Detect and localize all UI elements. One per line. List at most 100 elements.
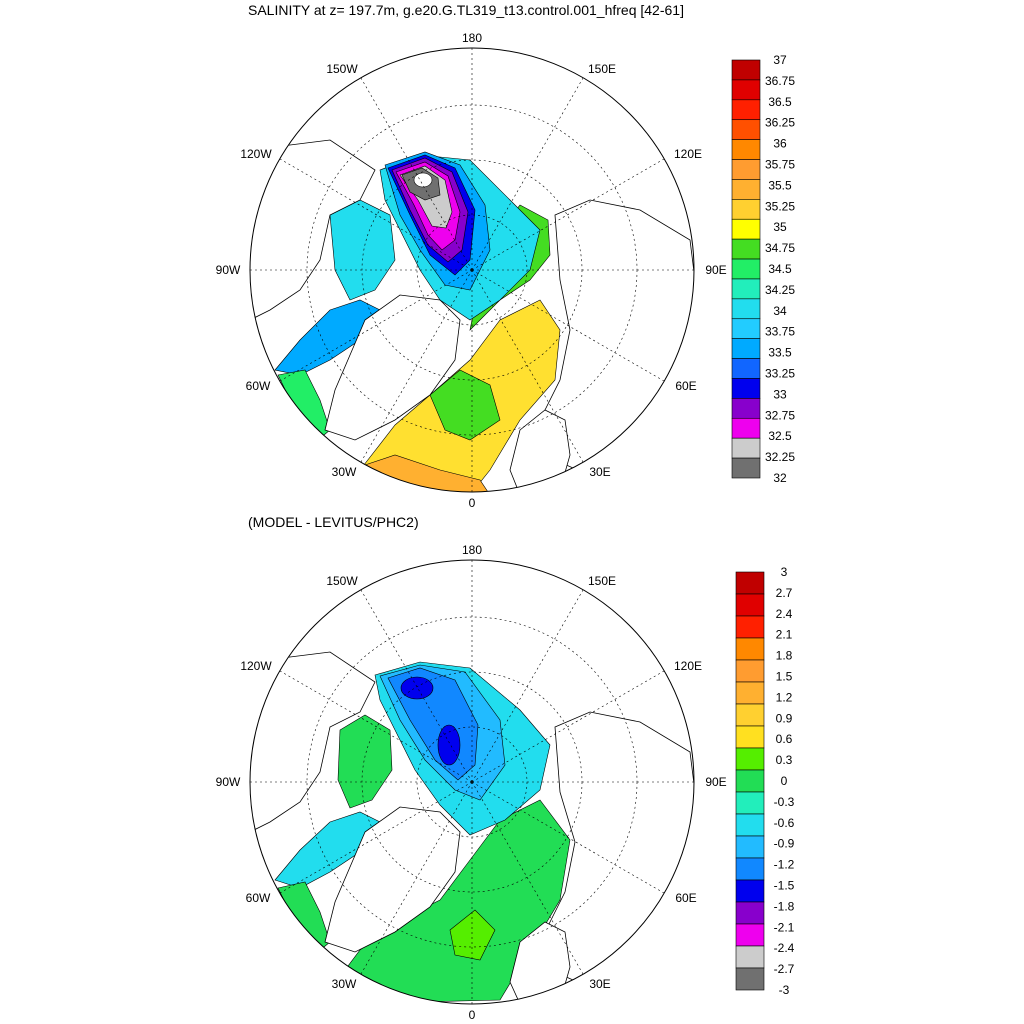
colorbar-label: -2.1 (774, 920, 795, 934)
colorbar-label: 0.9 (776, 711, 793, 725)
baffin-green-region (337, 714, 393, 809)
colorbar-label: 36 (773, 137, 787, 151)
colorbar-label: 33.5 (768, 346, 792, 360)
colorbar-swatch (731, 398, 761, 419)
colorbar-label: 0 (781, 774, 788, 788)
colorbar-swatch (735, 681, 765, 705)
salinity-colorbar: 37 36.75 36.5 36.25 36 35.75 35.5 35.25 35 34.75 3… (731, 53, 795, 485)
lon-label-60e: 60E (675, 379, 696, 393)
colorbar-swatch (735, 857, 765, 881)
colorbar-swatch (735, 703, 765, 727)
colorbar-label: 0.3 (776, 753, 793, 767)
colorbar-swatch (731, 278, 761, 300)
difference-colorbar: 3 2.7 2.4 2.1 1.8 1.5 1.2 0.9 0.6 0.3 0 -0.3 -0.6 -0.… (735, 565, 795, 997)
colorbar-swatch (735, 769, 765, 793)
colorbar-label: 36.5 (768, 95, 792, 109)
colorbar-swatch (731, 179, 761, 200)
arctic-deepblue-core-1 (400, 676, 434, 700)
colorbar-label: 33.75 (765, 325, 795, 339)
lon-label-90e: 90E (705, 263, 726, 277)
colorbar-label: 35.75 (765, 158, 795, 172)
lon-label-30e: 30E (589, 465, 610, 479)
colorbar-label: 1.2 (776, 690, 793, 704)
baffin-cyan-region (329, 199, 396, 301)
colorbar-label: 0.6 (776, 732, 793, 746)
lon-label-120w-b: 120W (240, 659, 272, 673)
colorbar-label: 32.5 (768, 429, 792, 443)
colorbar-label: 2.7 (776, 586, 793, 600)
colorbar-swatch (731, 199, 761, 220)
lon-label-0-b: 0 (469, 1008, 476, 1022)
colorbar-label: 36.75 (765, 74, 795, 88)
colorbar-label: -3 (779, 983, 790, 997)
colorbar-swatch (731, 99, 761, 121)
lon-label-150e: 150E (588, 62, 616, 76)
lon-label-150w: 150W (326, 62, 358, 76)
colorbar-label: -1.5 (774, 879, 795, 893)
colorbar-label: 1.8 (776, 649, 793, 663)
colorbar-label: 32 (773, 471, 787, 485)
colorbar-swatch (731, 139, 761, 160)
colorbar-label: 32.75 (765, 408, 795, 422)
colorbar-swatch (735, 615, 765, 639)
salinity-map: 180 150E 120E 90E 60E 30E 0 30W 60W 90W … (216, 31, 796, 510)
lon-label-60w: 60W (246, 379, 271, 393)
colorbar-swatch (731, 218, 761, 240)
colorbar-swatch (735, 747, 765, 771)
norwegian-lightgreen-region (449, 909, 496, 961)
colorbar-label: 34.5 (768, 262, 792, 276)
colorbar-label: 36.25 (765, 116, 795, 130)
lon-label-90w: 90W (216, 263, 241, 277)
colorbar-swatch (735, 901, 765, 925)
colorbar-swatch (731, 238, 761, 260)
colorbar-swatch (731, 59, 761, 81)
lon-label-150e-b: 150E (588, 574, 616, 588)
lon-label-30e-b: 30E (589, 977, 610, 991)
colorbar-swatch (735, 879, 765, 903)
colorbar-swatch (731, 258, 761, 280)
colorbar-label: -0.6 (774, 816, 795, 830)
colorbar-label: 2.1 (776, 628, 793, 642)
colorbar-label: -2.4 (774, 941, 795, 955)
colorbar-label: 37 (773, 53, 787, 67)
panel-2-title: (MODEL - LEVITUS/PHC2) (248, 514, 419, 530)
colorbar-label: 32.25 (765, 450, 795, 464)
colorbar-swatch (735, 659, 765, 683)
lon-label-0: 0 (469, 496, 476, 510)
colorbar-swatch (731, 298, 761, 320)
colorbar-label: 3 (781, 565, 788, 579)
colorbar-label: 35.5 (768, 178, 792, 192)
lon-label-180: 180 (462, 31, 482, 45)
colorbar-swatch (731, 417, 761, 439)
colorbar-swatch (731, 318, 761, 339)
colorbar-label: 1.5 (776, 670, 793, 684)
panel-2-boundary (249, 559, 695, 1005)
colorbar-swatch (731, 378, 761, 399)
norwegian-green-region (429, 369, 501, 441)
greenland-land (324, 294, 461, 441)
america-land-2 (250, 651, 376, 833)
colorbar-swatch (731, 457, 761, 479)
colorbar-swatch (731, 159, 761, 180)
scandinavia-land (509, 409, 571, 492)
labrador-greendiff-region (277, 881, 331, 953)
lon-label-120e-b: 120E (674, 659, 702, 673)
lon-label-150w-b: 150W (326, 574, 358, 588)
colorbar-swatch (735, 835, 765, 859)
colorbar-swatch (731, 437, 761, 459)
lon-label-90w-b: 90W (216, 775, 241, 789)
greenland-land-2 (324, 806, 461, 953)
colorbar-label: -0.9 (774, 837, 795, 851)
lon-label-180-b: 180 (462, 543, 482, 557)
labrador-green-region (277, 369, 331, 441)
colorbar-label: -0.3 (774, 795, 795, 809)
colorbar-label: -2.7 (774, 962, 795, 976)
colorbar-label: -1.2 (774, 858, 795, 872)
colorbar-swatch (735, 593, 765, 617)
panel-1-title: SALINITY at z= 197.7m, g.e20.G.TL319_t13… (248, 2, 684, 18)
colorbar-label: -1.8 (774, 899, 795, 913)
colorbar-label: 34.25 (765, 283, 795, 297)
colorbar-swatch (735, 945, 765, 969)
lon-label-30w: 30W (332, 465, 357, 479)
colorbar-label: 2.4 (776, 607, 793, 621)
